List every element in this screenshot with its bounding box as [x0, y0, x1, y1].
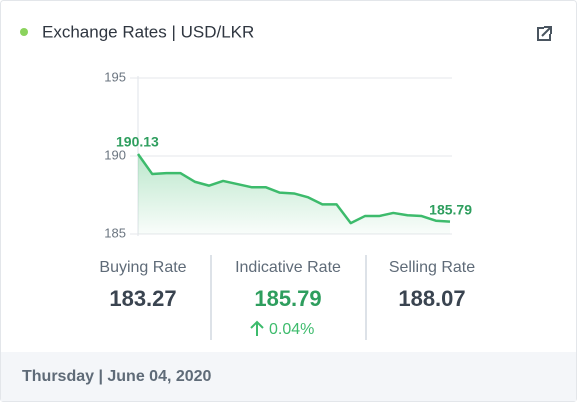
- footer-bg: [1, 352, 576, 401]
- data-label: 185.79: [429, 201, 472, 217]
- up-arrow: [250, 320, 264, 336]
- rate-change: 0.04%: [269, 321, 314, 338]
- y-tick-label: 195: [104, 69, 126, 84]
- line: [136, 153, 451, 225]
- y-tick-label: 185: [104, 225, 126, 240]
- rate-value: 188.07: [398, 286, 465, 311]
- rate-label: Indicative Rate: [235, 259, 341, 276]
- rate-label: Selling Rate: [389, 259, 475, 276]
- external-link[interactable]: [537, 26, 552, 41]
- rate-value: 183.27: [109, 286, 176, 311]
- title: Exchange Rates | USD/LKR: [42, 22, 254, 41]
- status-dot: [20, 28, 28, 36]
- y-tick-label: 190: [104, 147, 126, 162]
- footer-date: Thursday | June 04, 2020: [22, 368, 212, 385]
- data-label: 190.13: [116, 134, 159, 150]
- rate-value: 185.79: [254, 286, 321, 311]
- rate-label: Buying Rate: [99, 259, 186, 276]
